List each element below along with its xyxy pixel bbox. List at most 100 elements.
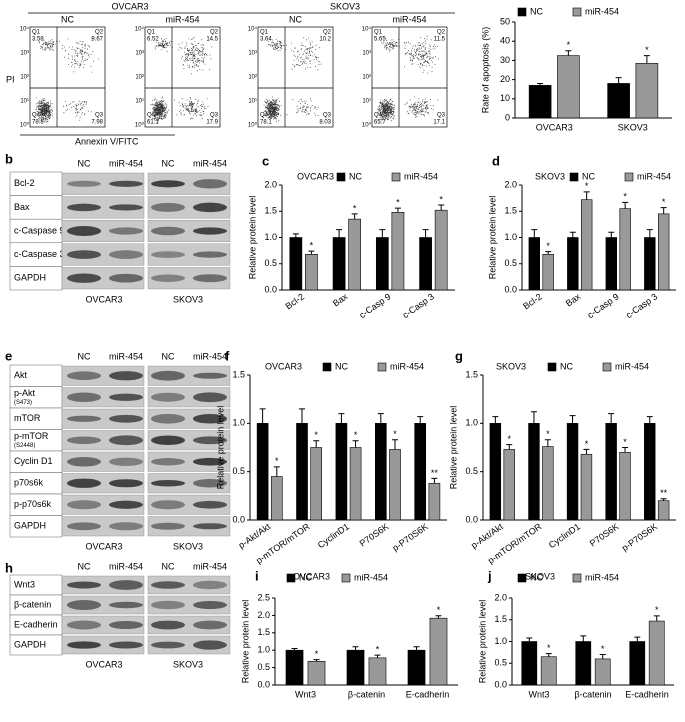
blot-band [67,600,101,610]
blot-band [109,601,143,609]
blot-strip [147,219,231,242]
bar [629,641,646,686]
x-tick-label: Wnt3 [295,689,316,699]
row-sublabel: (S2448) [14,443,35,449]
bar [368,657,387,686]
panel-label: g [455,348,463,363]
y-axis-label: Rate of apoptosis (%) [480,27,490,114]
error-bar [273,466,280,477]
error-bar [506,444,513,450]
blot-band [151,251,185,258]
blot-band [193,500,227,509]
y-tick-label: 30 [500,55,510,65]
blot-band [67,641,101,649]
x-tick-label: Wnt3 [528,689,549,699]
blot-band [151,274,185,282]
legend-swatch [341,573,351,583]
error-bar [537,82,544,86]
error-bar [643,55,650,64]
row-sublabel: (S473) [14,400,32,406]
significance-mark: * [376,644,380,654]
legend-label: NC [582,171,595,181]
blot-band [193,523,227,530]
x-axis-label: Annexin V/FITC [75,136,139,146]
bar [528,237,541,291]
x-tick-label: CyclinD1 [547,521,582,550]
bar [428,482,441,521]
y-tick-label: 1.5 [494,614,507,624]
legend-label: NC [349,171,362,181]
panel-label: b [5,151,13,166]
quadrant-name: Q1 [32,30,41,36]
blot-strip [147,451,231,472]
panel-label: e [5,348,12,363]
panel-label: j [487,568,492,583]
quadrant-name: Q3 [437,113,446,119]
blot-band [193,202,227,213]
quadrant-name: Q3 [95,113,104,119]
error-bar [351,213,358,220]
blot-band [193,457,227,466]
y-tick-label: 2.0 [264,179,277,189]
lane-label: miR-454 [193,561,227,571]
bar [644,423,656,521]
axis-tick-label: 10⁴ [135,26,145,33]
y-tick-label: 0.5 [257,662,270,672]
chart-title: SKOV3 [525,571,555,581]
significance-mark: * [439,194,443,204]
lane-label: NC [78,351,91,361]
y-tick-label: 1.5 [257,627,270,637]
error-bar [545,251,552,255]
y-tick-label: 1.0 [264,232,277,242]
bar [335,423,348,521]
bar [648,620,665,686]
bar [528,85,552,119]
bar [521,641,538,686]
legend-swatch [322,362,332,372]
bar [528,423,540,521]
axis-tick-label: 10⁴ [362,26,372,33]
plot-header: NC [61,14,74,24]
blot-strip [61,430,145,451]
blot-band [67,371,101,381]
blot-strip [147,615,231,635]
blot-band [151,479,185,487]
error-bar [336,229,343,238]
quadrant-name: Q4 [147,113,156,119]
blot-band [193,580,227,590]
legend-label: NC [560,361,573,371]
legend-swatch [391,172,401,182]
blot-strip [61,473,145,494]
y-axis-label: PI [6,74,15,84]
quadrant-name: Q2 [95,30,104,36]
y-tick-label: 0.0 [264,284,277,294]
plot-frame [144,26,221,128]
blot-band [109,393,143,401]
blot-band [109,371,143,381]
axis-tick-label: 10¹ [135,99,144,105]
x-tick-label: Bax [331,291,350,308]
y-axis-label: Relative protein level [240,600,250,684]
row-label: c-Caspase 3 [14,249,65,259]
y-axis-label: Relative protein level [247,196,257,280]
x-tick-label: E-cadherin [625,689,669,699]
axis-tick-label: 10³ [248,51,257,57]
error-bar [526,637,533,642]
bar [307,661,326,686]
plot-header: miR-454 [392,14,426,24]
blot-strip [147,365,231,386]
blot-band [193,620,227,630]
blot-strip [147,595,231,615]
row-label: p-p70s6k [14,499,52,509]
scatter-dots [150,36,213,124]
quadrant-value: 65.7 [374,120,386,126]
panel-label: i [255,568,259,583]
quadrant-name: Q3 [323,113,332,119]
quadrant-value: 8.03 [319,120,331,126]
significance-mark: * [546,241,550,251]
y-tick-label: 0.0 [504,284,517,294]
significance-mark: ** [431,468,439,478]
blot-band [193,227,227,235]
legend-label: miR-454 [354,572,388,582]
error-bar [391,439,398,450]
